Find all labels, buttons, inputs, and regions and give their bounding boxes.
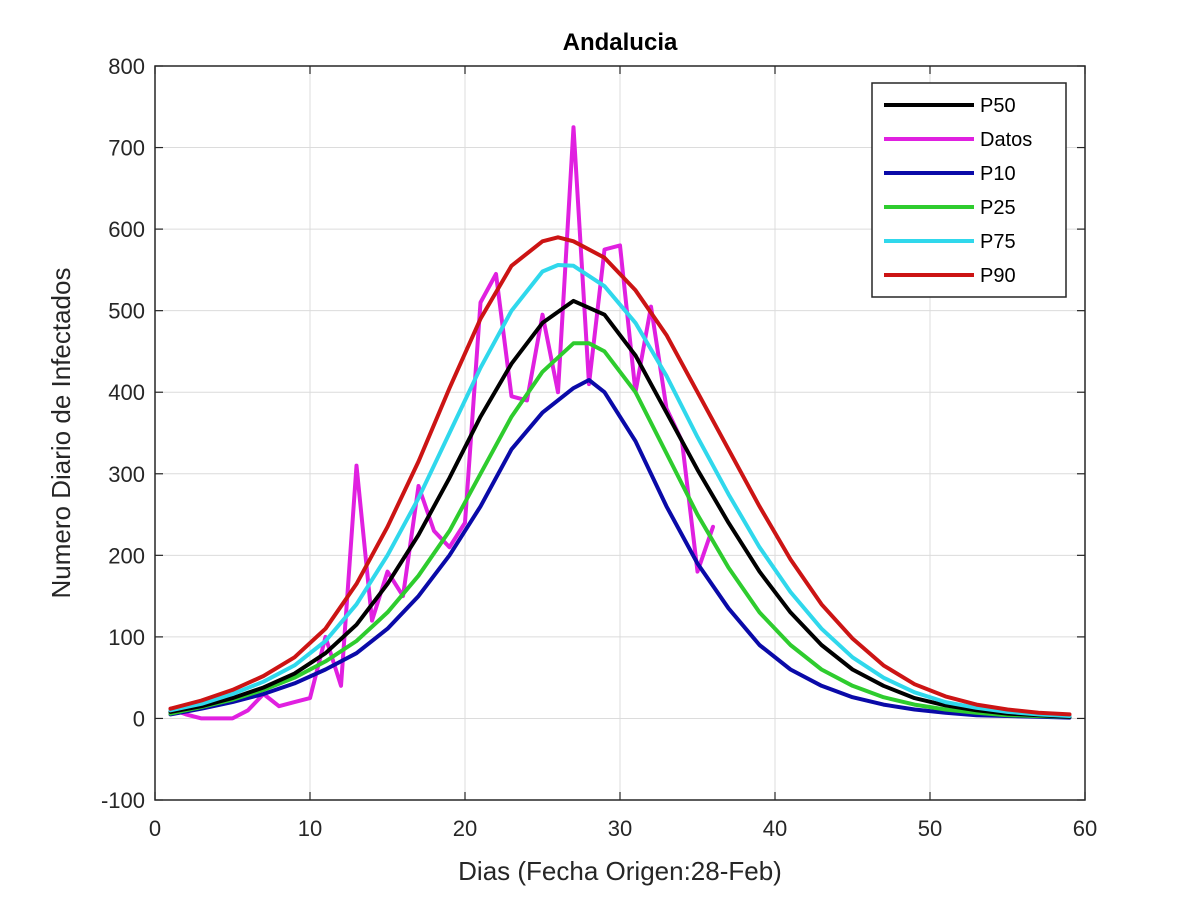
x-axis-title: Dias (Fecha Origen:28-Feb): [458, 856, 782, 886]
legend-box: [871, 82, 1067, 298]
legend-label-p10: P10: [980, 163, 1016, 185]
y-tick-label: 100: [108, 625, 145, 650]
legend-label-p75: P75: [980, 231, 1016, 253]
legend-label-p25: P25: [980, 197, 1016, 219]
y-tick-label: 800: [108, 54, 145, 79]
x-tick-label: 10: [298, 816, 322, 841]
y-tick-label: 200: [108, 543, 145, 568]
chart-title: Andalucia: [563, 29, 678, 56]
legend: P50 Datos P10 P25 P75 P90: [871, 82, 1067, 298]
y-tick-label: 300: [108, 462, 145, 487]
series-line-p10: [168, 378, 1072, 720]
series-line-p90: [168, 235, 1072, 717]
y-tick-label: 600: [108, 217, 145, 242]
legend-label-datos: Datos: [980, 129, 1032, 151]
x-tick-label: 40: [763, 816, 787, 841]
x-tick-label: 30: [608, 816, 632, 841]
legend-label-p50: P50: [980, 95, 1016, 117]
x-tick-label: 60: [1073, 816, 1097, 841]
series-lines: [168, 125, 1072, 721]
y-axis-title: Numero Diario de Infectados: [46, 268, 76, 599]
series-line-p75: [168, 263, 1072, 718]
legend-label-p90: P90: [980, 265, 1016, 287]
y-tick-label: 500: [108, 299, 145, 324]
x-tick-label: 0: [149, 816, 161, 841]
series-line-p50: [168, 298, 1072, 719]
y-tick-label: 0: [133, 706, 145, 731]
axis-ticks: 0 10 20 30 40 50 60-10001002003004005006007008…: [101, 54, 1097, 841]
y-tick-label: 400: [108, 380, 145, 405]
x-tick-label: 20: [453, 816, 477, 841]
x-tick-label: 50: [918, 816, 942, 841]
y-tick-label: 700: [108, 136, 145, 161]
y-tick-label: -100: [101, 788, 145, 813]
series-line-p25: [168, 341, 1072, 719]
